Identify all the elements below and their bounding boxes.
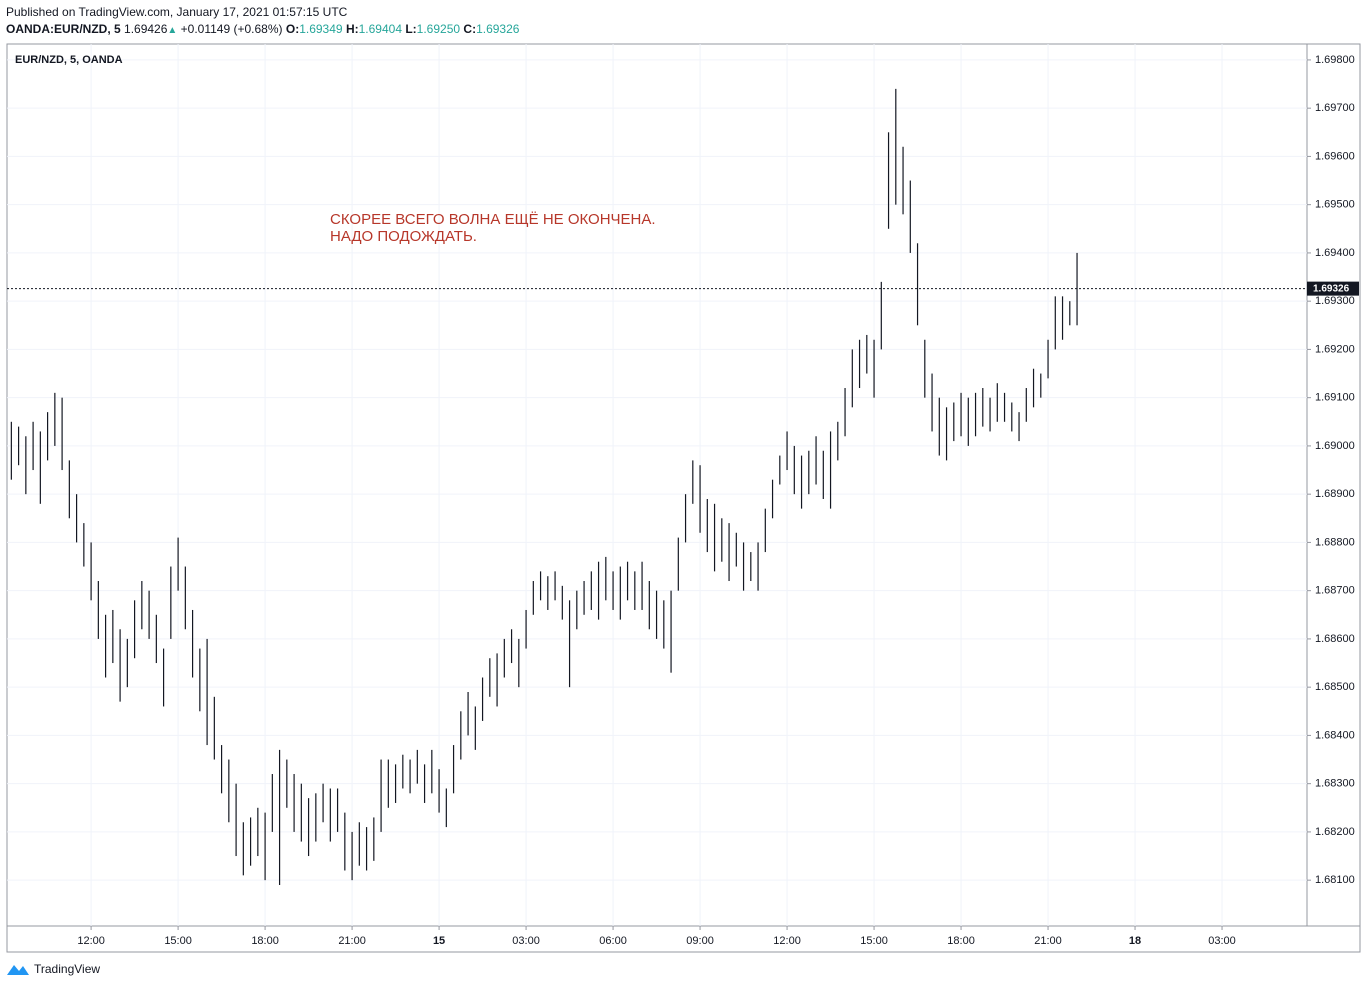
quote-line: OANDA:EUR/NZD, 5 1.69426▲ +0.01149 (+0.6… [6, 21, 519, 39]
x-tick-label: 15 [433, 935, 445, 947]
symbol: OANDA:EUR/NZD, 5 [6, 22, 121, 36]
last: 1.69426 [124, 22, 168, 36]
up-arrow: ▲ [167, 25, 178, 36]
annotation: СКОРЕЕ ВСЕГО ВОЛНА ЕЩЁ НЕ ОКОНЧЕНА. [330, 211, 656, 228]
y-tick-label: 1.68700 [1315, 585, 1355, 597]
chart-title: EUR/NZD, 5, OANDA [15, 54, 123, 66]
y-tick-label: 1.69400 [1315, 247, 1355, 259]
y-tick-label: 1.68600 [1315, 633, 1355, 645]
high-label: H: [345, 22, 359, 36]
price-label-box [1307, 281, 1359, 296]
footer: TradingView [6, 961, 100, 977]
x-tick-label: 12:00 [77, 935, 105, 947]
low: 1.69250 [416, 22, 461, 36]
y-tick-label: 1.68100 [1315, 874, 1355, 886]
header: Published on TradingView.com, January 17… [6, 4, 519, 39]
y-tick-label: 1.68400 [1315, 729, 1355, 741]
open-label: O: [285, 22, 300, 36]
high: 1.69404 [358, 22, 402, 36]
open: 1.69349 [299, 22, 343, 36]
x-tick-label: 09:00 [686, 935, 714, 947]
grid [7, 44, 1307, 926]
x-tick-label: 03:00 [512, 935, 540, 947]
x-tick-label: 18 [1129, 935, 1141, 947]
y-tick-label: 1.69000 [1315, 440, 1355, 452]
annotation: НАДО ПОДОЖДАТЬ. [330, 228, 477, 245]
x-tick-label: 21:00 [338, 935, 366, 947]
bars [10, 88, 1078, 885]
y-tick-label: 1.69800 [1315, 54, 1355, 66]
y-tick-label: 1.68200 [1315, 826, 1355, 838]
x-tick-label: 12:00 [773, 935, 801, 947]
y-tick-label: 1.69600 [1315, 150, 1355, 162]
x-tick-label: 18:00 [251, 935, 279, 947]
y-tick-label: 1.69300 [1315, 295, 1355, 307]
brand: TradingView [34, 962, 101, 976]
close: 1.69326 [476, 22, 520, 36]
chart: EUR/NZD, 5, OANDA СКОРЕЕ ВСЕГО ВОЛНА ЕЩЁ… [6, 43, 1361, 953]
x-tick-label: 18:00 [947, 935, 975, 947]
logo [7, 965, 29, 975]
x-tick-label: 06:00 [599, 935, 627, 947]
low-label: L: [405, 22, 417, 36]
y-tick-label: 1.69700 [1315, 102, 1355, 114]
y-tick-label: 1.68500 [1315, 681, 1355, 693]
published: Published on TradingView.com, January 17… [6, 5, 348, 19]
y-tick-label: 1.68800 [1315, 536, 1355, 548]
frame [6, 43, 1361, 953]
y-tick-label: 1.68300 [1315, 778, 1355, 790]
x-tick-label: 03:00 [1208, 935, 1236, 947]
close-label: C: [463, 22, 477, 36]
y-tick-label: 1.69500 [1315, 199, 1355, 211]
x-tick-label: 15:00 [164, 935, 192, 947]
change: +0.01149 (+0.68%) [180, 22, 283, 36]
y-tick-label: 1.69200 [1315, 343, 1355, 355]
x-tick-label: 15:00 [860, 935, 888, 947]
price-label: 1.69326 [1313, 283, 1350, 294]
x-tick-label: 21:00 [1034, 935, 1062, 947]
y-tick-label: 1.68900 [1315, 488, 1355, 500]
y-tick-label: 1.69100 [1315, 392, 1355, 404]
